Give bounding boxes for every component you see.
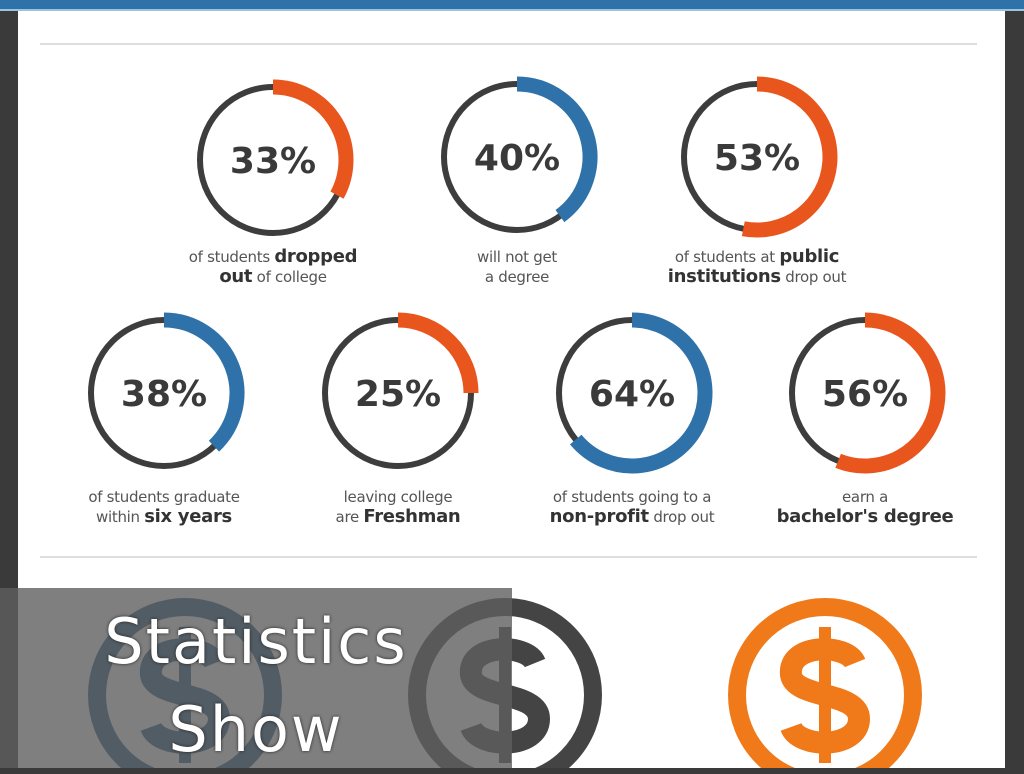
donut-arc	[569, 312, 713, 474]
donut-arc	[272, 79, 354, 199]
donut-value-label: 33%	[230, 141, 316, 182]
slide-title: Statistics Show	[0, 598, 512, 774]
top-bar	[0, 0, 1024, 11]
title-line-2: Show	[168, 693, 344, 766]
divider	[40, 556, 977, 558]
donut-value-label: 40%	[474, 138, 560, 179]
donut-value-label: 38%	[121, 374, 207, 415]
donut-arc	[397, 312, 479, 394]
divider	[40, 43, 977, 45]
donut-caption: of students at public institutions drop o…	[667, 246, 847, 287]
donut-caption: leaving college are Freshman	[335, 488, 461, 527]
donut-caption: of students graduate within six years	[88, 488, 240, 527]
donut-caption: earn a bachelor's degree	[776, 488, 954, 527]
title-line-1: Statistics	[104, 605, 408, 678]
donut-value-label: 56%	[822, 374, 908, 415]
donut-caption: will not get a degree	[477, 248, 557, 286]
donut-caption: of students going to a non-profit drop ou…	[549, 488, 715, 527]
donut-value-label: 64%	[589, 374, 675, 415]
donut-arc	[835, 312, 946, 474]
donut-caption: of students dropped out of college	[188, 246, 358, 287]
donut-arc	[741, 76, 838, 238]
donut-arc	[516, 76, 598, 223]
donut-value-label: 25%	[355, 374, 441, 415]
donut-arc	[163, 312, 245, 452]
dollar-coin-icon	[728, 598, 922, 768]
title-overlay	[0, 588, 512, 768]
donut-value-label: 53%	[714, 138, 800, 179]
